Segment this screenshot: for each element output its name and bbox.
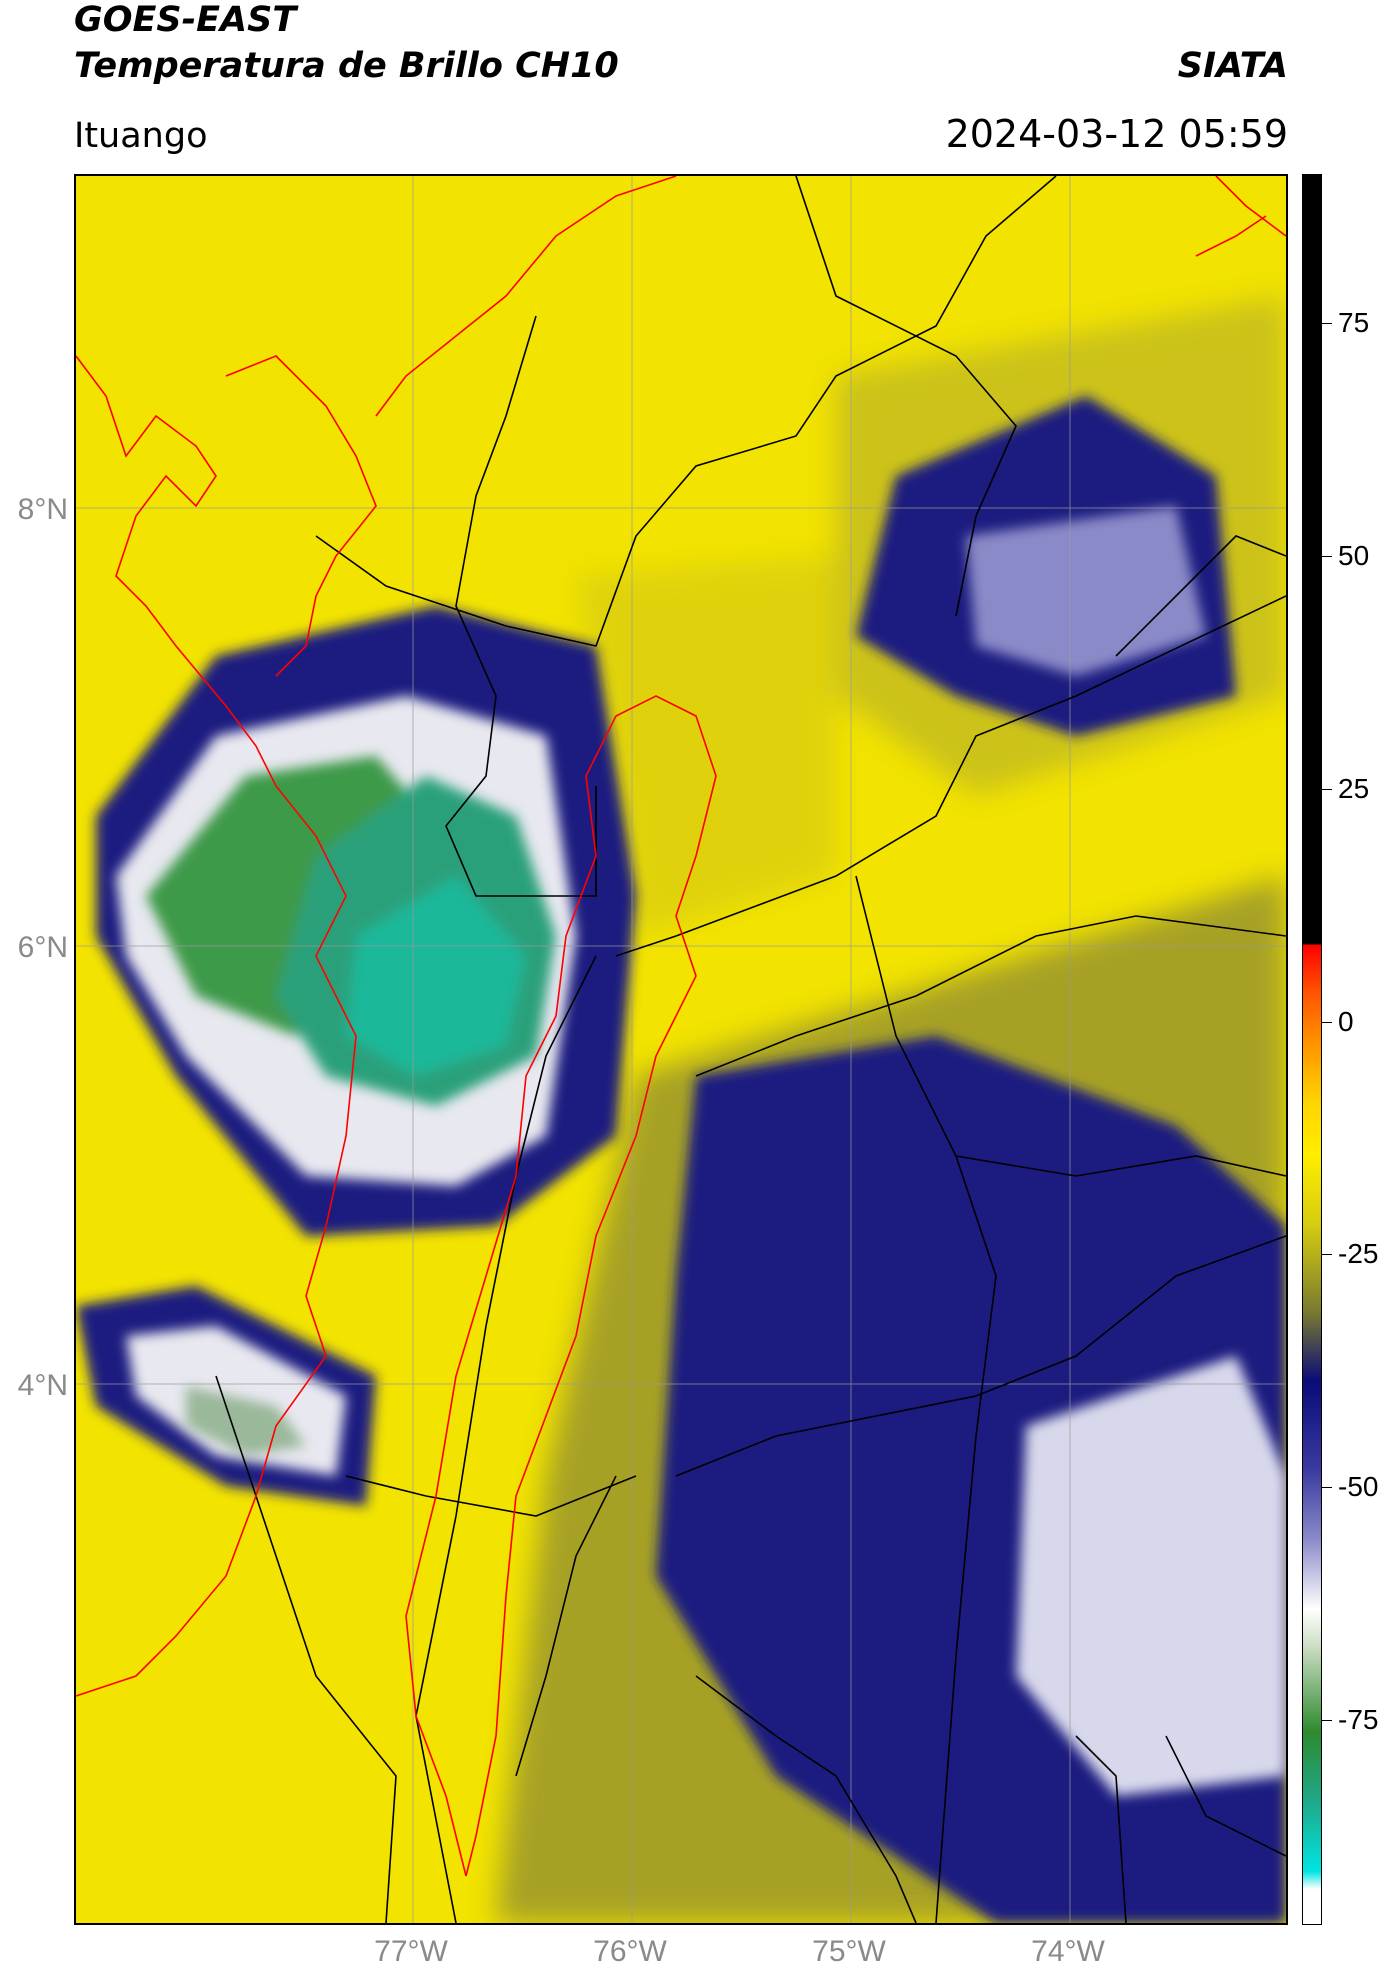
colorbar-tick-label: 50 (1338, 539, 1370, 571)
colorbar-tick-label: 75 (1338, 307, 1370, 339)
colorbar-tick (1322, 1021, 1332, 1023)
graticule (76, 176, 1286, 1923)
colorbar-tick-label: -25 (1338, 1238, 1379, 1270)
lon-label-76w: 76°W (593, 1935, 667, 1968)
lon-label-77w: 77°W (374, 1935, 448, 1968)
satellite-title: GOES-EAST (74, 0, 297, 40)
colorbar-tick-label: -50 (1338, 1471, 1379, 1503)
colorbar (1302, 174, 1322, 1925)
colorbar-tick-label: 0 (1338, 1005, 1354, 1037)
lon-label-74w: 74°W (1031, 1935, 1105, 1968)
colorbar-tick (1322, 555, 1332, 557)
lon-label-75w: 75°W (812, 1935, 886, 1968)
department-borders (215, 176, 1286, 1923)
lat-label-6n: 6°N (17, 931, 68, 964)
colorbar-tick-label: -75 (1338, 1704, 1379, 1736)
coastline (76, 176, 1286, 1877)
colorbar-tick (1322, 323, 1332, 325)
region-label: Ituango (74, 116, 208, 156)
product-title: Temperatura de Brillo CH10 (74, 46, 619, 86)
satellite-map[interactable] (74, 174, 1288, 1925)
colorbar-tick (1322, 1487, 1332, 1489)
lat-label-4n: 4°N (17, 1369, 68, 1402)
lat-label-8n: 8°N (17, 493, 68, 526)
brand-label: SIATA (1177, 46, 1288, 86)
colorbar-tick (1322, 1254, 1332, 1256)
convective-core (146, 756, 556, 1456)
colorbar-tick-label: 25 (1338, 772, 1370, 804)
map-canvas (76, 176, 1286, 1923)
colorbar-tick (1322, 1720, 1332, 1722)
colorbar-tick (1322, 788, 1332, 790)
datetime-label: 2024-03-12 05:59 (945, 112, 1288, 156)
